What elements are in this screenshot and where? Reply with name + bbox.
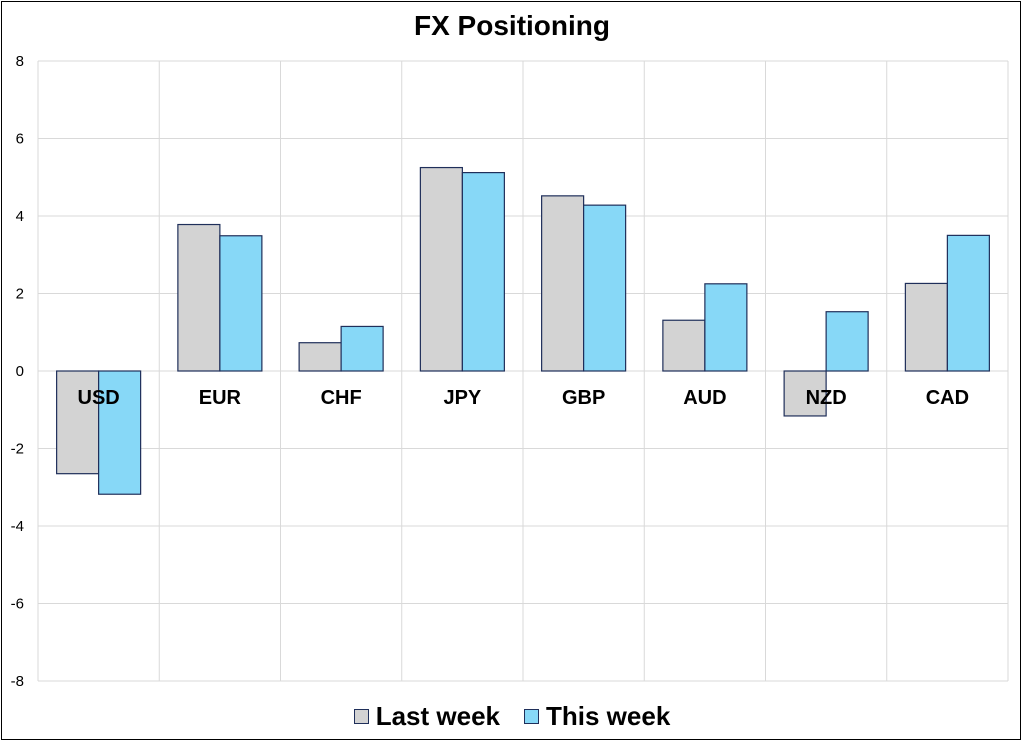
bar-this-week-eur: [219, 235, 263, 372]
category-label-jpy: JPY: [443, 387, 481, 409]
legend-label-last-week: Last week: [375, 700, 500, 731]
legend-item-this-week: This week: [524, 701, 670, 732]
bar-this-week-chf: [340, 325, 384, 372]
bar-last-week-jpy: [419, 166, 463, 372]
bar-this-week-gbp: [583, 204, 627, 372]
y-tick-label: 0: [16, 363, 24, 380]
chart-title: FX Positioning: [414, 10, 610, 41]
category-label-gbp: GBP: [562, 387, 605, 409]
bar-last-week-nzd: [783, 370, 827, 417]
bar-last-week-aud: [662, 319, 706, 372]
y-tick-label: 2: [16, 286, 24, 303]
y-tick-label: 4: [16, 208, 24, 225]
legend-swatch-last-week: [353, 708, 369, 724]
category-labels: USD EUR CHF JPY GBP AUD NZD CAD: [78, 387, 970, 409]
bar-this-week-cad: [946, 234, 990, 372]
bars: [56, 166, 990, 495]
legend-item-last-week: Last week: [353, 700, 500, 732]
y-axis-ticks: 8 6 4 2 0 -2 -4 -6 -8: [11, 53, 24, 690]
y-tick-label: 6: [16, 131, 24, 148]
bar-this-week-nzd: [825, 311, 869, 372]
bar-last-week-chf: [298, 342, 342, 372]
bar-this-week-usd: [98, 370, 142, 495]
bar-last-week-eur: [177, 223, 221, 372]
category-label-nzd: NZD: [806, 387, 847, 409]
y-tick-label: -2: [11, 441, 24, 458]
category-label-chf: CHF: [321, 387, 362, 409]
y-tick-label: -4: [11, 518, 24, 535]
grid-lines: [37, 60, 1009, 682]
legend: Last week This week: [0, 698, 1024, 734]
bar-last-week-gbp: [541, 195, 585, 372]
y-tick-label: -6: [11, 596, 24, 613]
y-tick-label: 8: [16, 53, 24, 70]
bar-this-week-jpy: [461, 172, 505, 372]
category-label-cad: CAD: [926, 387, 969, 409]
y-tick-label: -8: [11, 673, 24, 690]
bar-last-week-cad: [904, 282, 948, 372]
category-label-aud: AUD: [683, 387, 726, 409]
legend-label-this-week: This week: [546, 700, 671, 731]
bar-this-week-aud: [704, 283, 748, 372]
category-label-usd: USD: [78, 387, 120, 409]
category-label-eur: EUR: [199, 387, 242, 409]
legend-swatch-this-week: [524, 708, 539, 724]
